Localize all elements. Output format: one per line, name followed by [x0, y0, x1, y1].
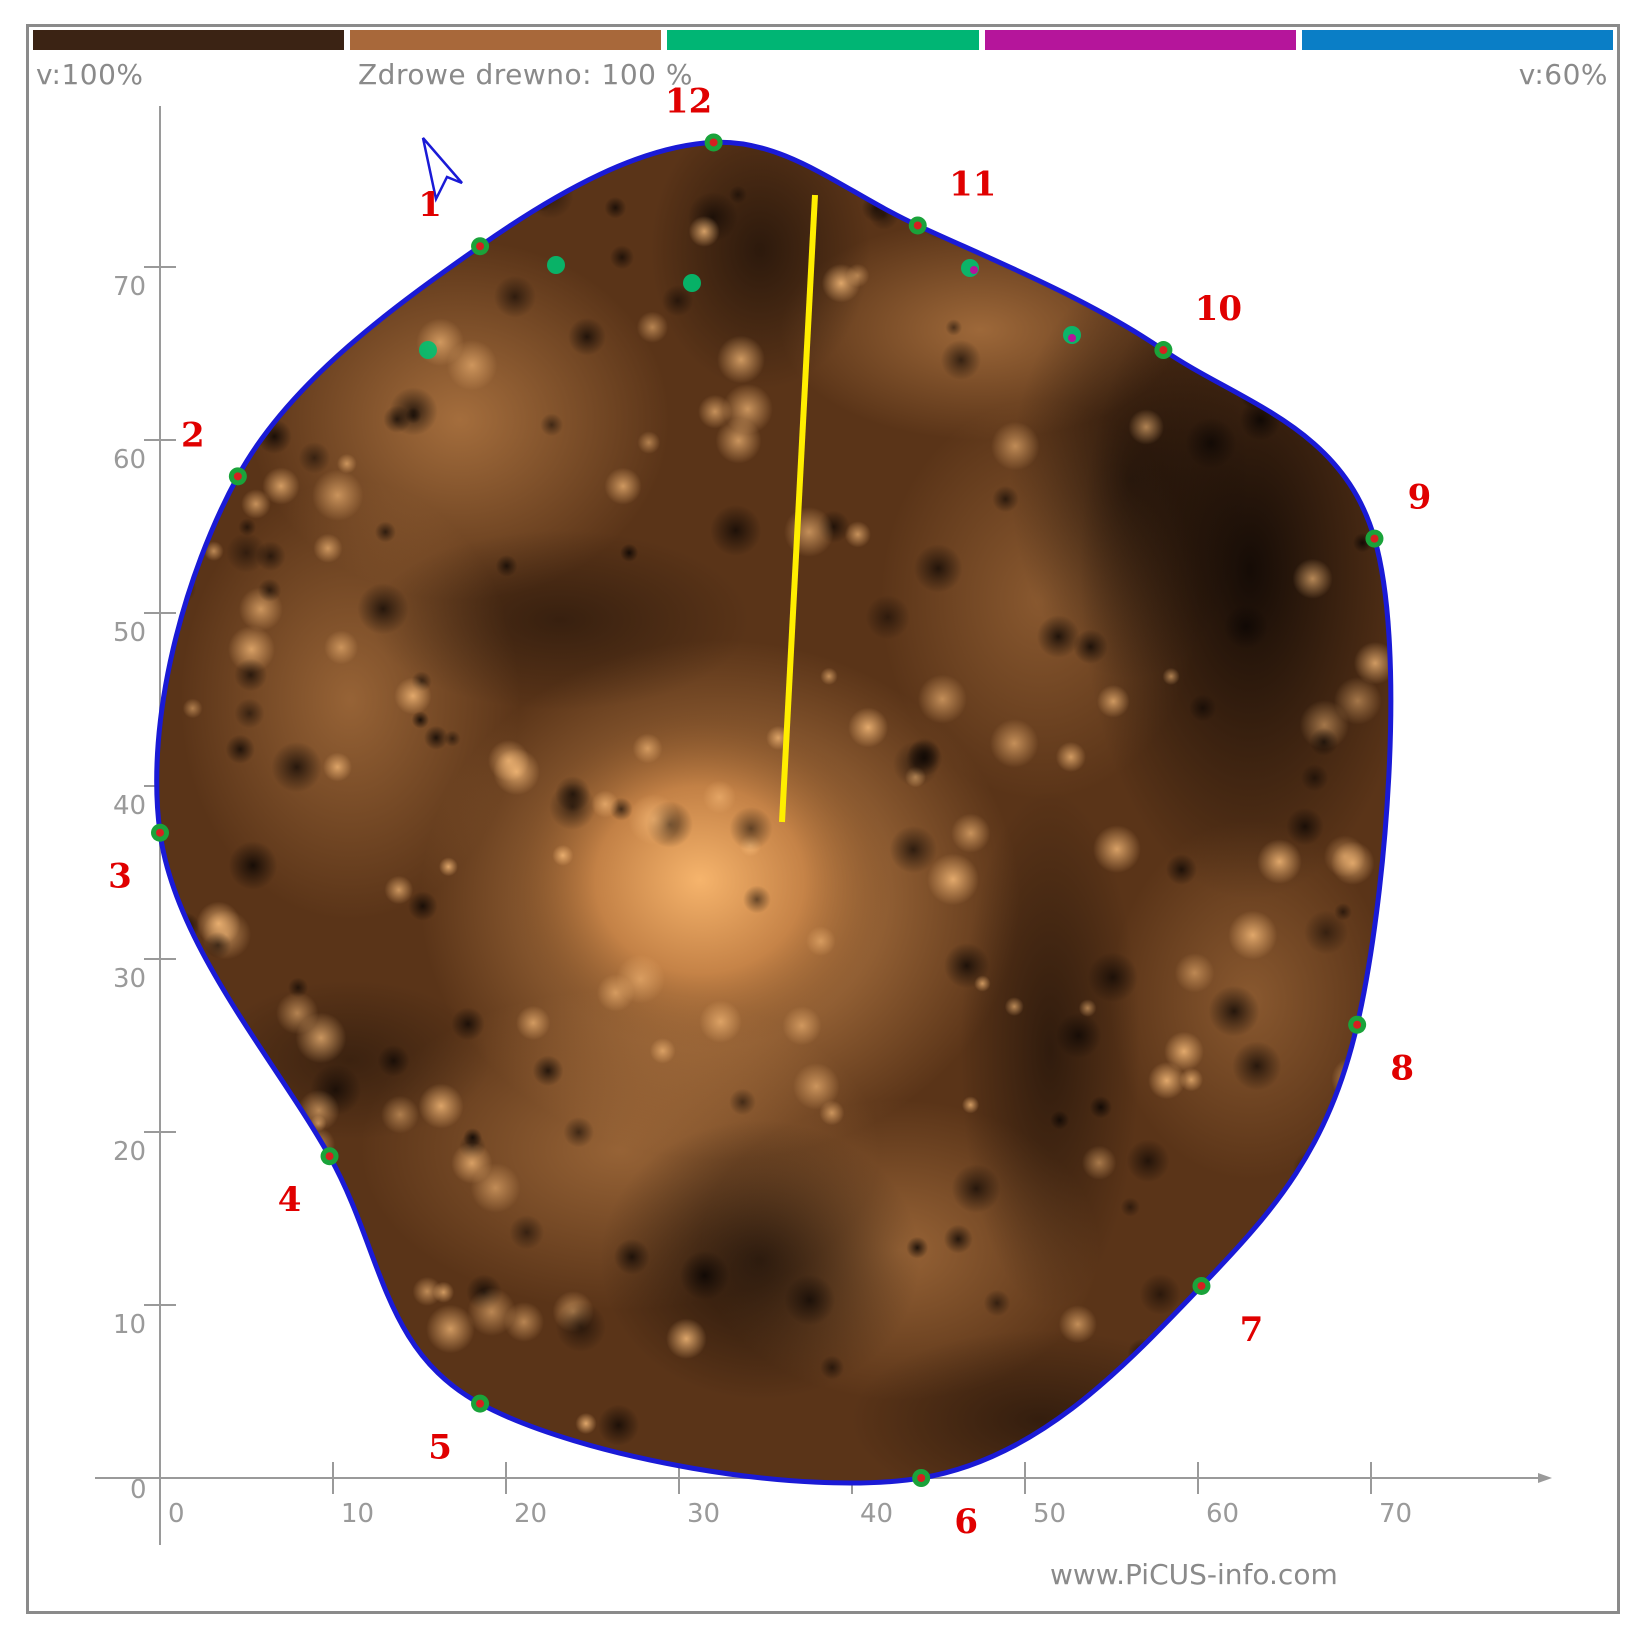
scale-segment-green [667, 30, 979, 50]
axes: 0 10 20 30 40 50 60 70 0 10 20 30 40 50 60 70 [95, 106, 1552, 1545]
sensor-point: 3 [108, 823, 169, 897]
scale-segment-magenta [984, 30, 1296, 50]
sensor-point: 6 [912, 1469, 978, 1542]
sensor-label: 10 [1195, 289, 1242, 329]
sensor-dot-center [476, 242, 485, 251]
x-tick-label: 20 [514, 1499, 547, 1529]
sensor-point: 9 [1365, 478, 1431, 548]
x-tick-label: 60 [1206, 1499, 1239, 1529]
sensor-point: 1 [418, 185, 490, 256]
sensor-dot-center [1159, 346, 1168, 355]
sensor-label: 6 [954, 1502, 978, 1542]
velocity-min-label: v:60% [1518, 58, 1608, 91]
scale-segment-blue [1301, 30, 1614, 50]
x-tick-label: 40 [860, 1499, 893, 1529]
x-tick-label: 30 [687, 1499, 720, 1529]
sensor-point: 10 [1154, 289, 1242, 360]
sensor-point: 8 [1348, 1015, 1414, 1089]
sensor-label: 7 [1240, 1310, 1264, 1350]
sensor-label: 3 [108, 857, 132, 897]
sensor-label: 9 [1408, 478, 1432, 518]
sensor-label: 12 [665, 81, 712, 121]
velocity-max-label: v:100% [36, 58, 144, 91]
y-tick-label: 60 [113, 445, 146, 475]
healthy-wood-label: Zdrowe drewno: 100 % [358, 58, 693, 91]
y-tick-label: 40 [113, 791, 146, 821]
sensor-point: 12 [665, 81, 723, 152]
sensor-point: 11 [908, 164, 996, 235]
sensor-dot-center [1370, 534, 1379, 543]
x-tick-label: 0 [168, 1499, 185, 1529]
sensor-dot-center [156, 828, 164, 837]
sensor-label: 8 [1390, 1049, 1414, 1089]
sensor-dot-center [913, 221, 922, 230]
sensor-point: 5 [428, 1394, 490, 1468]
y-tick-label: 70 [113, 272, 146, 302]
sensor-label: 2 [181, 415, 205, 455]
sensor-point: 4 [278, 1147, 339, 1220]
sensor-dot-center [917, 1474, 926, 1482]
sensor-label: 11 [949, 164, 996, 204]
sensor-dot-center [325, 1152, 334, 1161]
sensor-dot-center [476, 1399, 485, 1408]
website-credit: www.PiCUS-info.com [1050, 1558, 1338, 1591]
y-tick-label: 10 [113, 1310, 146, 1340]
scale-segment-light-brown [350, 30, 662, 50]
y-tick-label: 20 [113, 1137, 146, 1167]
sensor-point: 7 [1192, 1276, 1264, 1350]
y-tick-label: 0 [130, 1475, 147, 1505]
sensor-dot-center [233, 472, 242, 481]
x-tick-label: 50 [1033, 1499, 1066, 1529]
sensor-dot-center [709, 138, 718, 147]
measurement-line [779, 194, 818, 823]
x-tick-label: 70 [1379, 1499, 1412, 1529]
sensor-point: 2 [181, 415, 247, 486]
sensor-label: 4 [278, 1180, 302, 1220]
scale-segment-dark-brown [33, 30, 345, 50]
x-axis-arrow [1538, 1473, 1552, 1483]
y-tick-label: 50 [113, 618, 146, 648]
sensor-label: 1 [418, 185, 442, 225]
sensor-dot-center [1197, 1281, 1206, 1290]
y-tick-label: 30 [113, 964, 146, 994]
color-scale-bar [33, 30, 1614, 50]
north-arrow-icon [421, 137, 463, 203]
sensor-dot-center [1353, 1020, 1362, 1029]
sensor-label: 5 [428, 1428, 452, 1468]
x-tick-label: 10 [341, 1499, 374, 1529]
